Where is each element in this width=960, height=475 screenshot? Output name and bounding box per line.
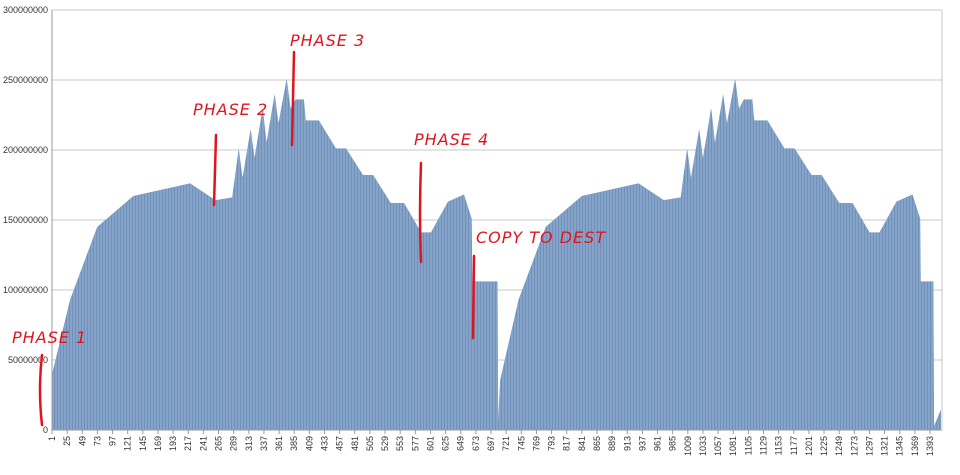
annotation-line [290, 50, 296, 147]
x-tick-label: 1033 [698, 436, 708, 456]
x-tick-label: 193 [168, 436, 178, 451]
x-tick-label: 1369 [910, 436, 920, 456]
annotation: PHASE 1 [12, 328, 87, 347]
x-tick-label: 865 [592, 436, 602, 451]
x-tick-label: 1273 [849, 436, 859, 456]
x-tick-label: 1153 [774, 436, 784, 455]
x-tick-label: 1249 [834, 436, 844, 456]
x-tick-label: 457 [335, 436, 345, 451]
x-tick-label: 217 [183, 436, 193, 451]
annotation-line [471, 254, 476, 340]
y-tick-label: 300000000 [3, 5, 48, 15]
y-tick-label: 250000000 [3, 75, 48, 85]
x-tick-label: 361 [274, 436, 284, 451]
x-tick-label: 25 [62, 436, 72, 446]
x-tick-label: 649 [456, 436, 466, 451]
x-tick-label: 265 [214, 436, 224, 451]
x-tick-label: 145 [138, 436, 148, 451]
x-tick-label: 1177 [789, 436, 799, 455]
x-tick-label: 577 [410, 436, 420, 451]
x-tick-label: 97 [108, 436, 118, 446]
y-tick-label: 200000000 [3, 145, 48, 155]
x-tick-label: 1129 [758, 436, 768, 455]
x-tick-label: 1201 [804, 436, 814, 456]
annotation: PHASE 2 [193, 100, 268, 119]
x-tick-label: 841 [577, 436, 587, 451]
x-tick-label: 889 [607, 436, 617, 451]
x-tick-label: 337 [259, 436, 269, 451]
x-tick-label: 289 [229, 436, 239, 451]
x-tick-label: 1081 [728, 436, 738, 456]
x-tick-label: 1009 [683, 436, 693, 456]
area [51, 79, 941, 431]
x-tick-label: 385 [289, 436, 299, 451]
x-tick-label: 1321 [880, 436, 890, 456]
x-tick-label: 1 [47, 436, 57, 441]
annotation-line [38, 353, 44, 427]
x-tick-label: 49 [77, 436, 87, 446]
x-tick-label: 769 [531, 436, 541, 451]
x-tick-label: 817 [562, 436, 572, 451]
x-tick-label: 169 [153, 436, 163, 451]
x-tick-label: 73 [92, 436, 102, 446]
x-tick-label: 1105 [743, 436, 753, 455]
x-tick-label: 1345 [895, 436, 905, 456]
y-tick-label: 50000000 [8, 355, 48, 365]
annotation: PHASE 4 [414, 130, 489, 149]
x-tick-label: 961 [653, 436, 663, 451]
x-tick-label: 1393 [925, 436, 935, 456]
x-tick-label: 697 [486, 436, 496, 451]
x-tick-label: 793 [547, 436, 557, 451]
y-tick-label: 100000000 [3, 285, 48, 295]
x-tick-label: 985 [668, 436, 678, 451]
annotation-line [212, 133, 218, 207]
x-tick-label: 673 [471, 436, 481, 451]
x-tick-label: 721 [501, 436, 511, 451]
y-tick-label: 150000000 [3, 215, 48, 225]
x-tick-label: 553 [395, 436, 405, 451]
x-tick-label: 481 [350, 436, 360, 451]
x-tick-label: 241 [198, 436, 208, 451]
x-tick-label: 1057 [713, 436, 723, 456]
x-tick-label: 1297 [864, 436, 874, 456]
y-tick-label: 0 [43, 425, 48, 435]
x-tick-label: 625 [441, 436, 451, 451]
x-tick-label: 313 [244, 436, 254, 451]
x-tick-label: 937 [637, 436, 647, 451]
x-tick-label: 409 [304, 436, 314, 451]
x-tick-label: 505 [365, 436, 375, 451]
x-tick-label: 1225 [819, 436, 829, 456]
x-tick-label: 529 [380, 436, 390, 451]
annotation-line [418, 161, 423, 264]
x-tick-label: 601 [425, 436, 435, 451]
annotation: PHASE 3 [290, 31, 365, 50]
x-tick-label: 913 [622, 436, 632, 451]
x-tick-label: 121 [123, 436, 133, 451]
annotation: COPY TO DEST [476, 228, 606, 247]
x-tick-label: 745 [516, 436, 526, 451]
x-tick-label: 433 [319, 436, 329, 451]
